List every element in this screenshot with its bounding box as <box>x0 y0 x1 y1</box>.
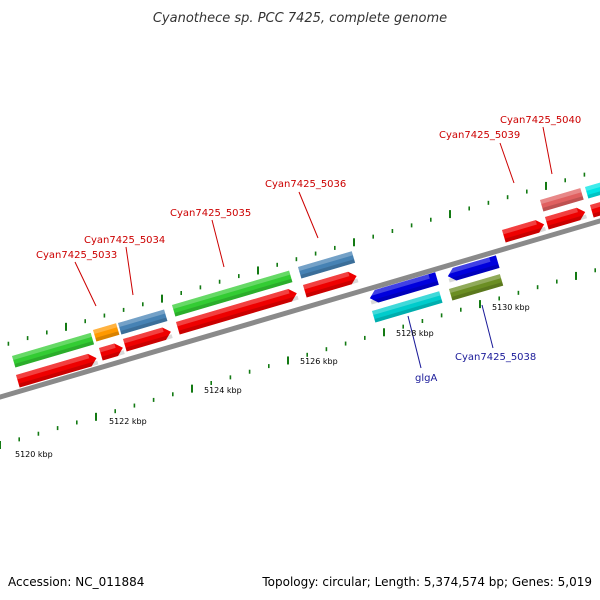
label-leaders <box>74 126 553 369</box>
feature-cog-5037 <box>298 251 356 279</box>
feature-cds-forward <box>303 271 359 298</box>
gene-labels: Cyan7425_5033 Cyan7425_5034 Cyan7425_503… <box>36 115 581 384</box>
scale-label: 5120 kbp <box>15 450 53 459</box>
feature-cds-forward <box>502 220 546 243</box>
feature-cog-5038 <box>449 274 504 301</box>
feature-cog-5035 <box>118 309 168 335</box>
leader-line <box>407 315 422 369</box>
feature-cds-forward <box>99 343 125 361</box>
accession-text: Accession: NC_011884 <box>8 575 144 589</box>
feature-cds-forward <box>16 353 99 388</box>
feature-cog-5040 <box>585 178 600 199</box>
scale-label: 5130 kbp <box>492 303 530 312</box>
leader-line <box>481 304 494 349</box>
feature-cog-5039 <box>540 188 584 212</box>
gene-label-cyan7425-5035: Cyan7425_5035 <box>170 208 251 219</box>
leader-line <box>125 246 134 296</box>
leader-line <box>211 219 225 268</box>
scale-label: 5122 kbp <box>109 417 147 426</box>
scale-label: 5124 kbp <box>204 386 242 395</box>
gene-label-cyan7425-5039: Cyan7425_5039 <box>439 130 520 141</box>
feature-cog-glgA <box>372 291 443 323</box>
map-title: Cyanothece sp. PCC 7425, complete genome <box>153 11 447 26</box>
feature-cds-reverse <box>368 272 439 305</box>
scale-label: 5126 kbp <box>300 357 338 366</box>
feature-cog-5036 <box>172 270 293 317</box>
gene-label-cyan7425-5038: Cyan7425_5038 <box>455 352 536 363</box>
genome-backbone <box>0 218 600 400</box>
gene-label-cyan7425-5036: Cyan7425_5036 <box>265 179 346 190</box>
feature-cds-reverse <box>446 255 500 283</box>
feature-track <box>12 178 600 388</box>
gene-label-cyan7425-5033: Cyan7425_5033 <box>36 250 117 261</box>
feature-cds-forward <box>123 327 173 352</box>
gene-label-cyan7425-5040: Cyan7425_5040 <box>500 115 581 126</box>
feature-cds-forward <box>545 207 588 230</box>
scale-labels: 5120 kbp 5122 kbp 5124 kbp 5126 kbp 5128… <box>15 303 530 459</box>
leader-line <box>74 261 97 307</box>
tick-marks <box>0 172 597 449</box>
gene-label-cyan7425-5034: Cyan7425_5034 <box>84 235 165 246</box>
feature-cog-5033 <box>12 332 95 368</box>
feature-cds-forward <box>590 201 600 218</box>
leader-line <box>542 126 553 175</box>
leader-line <box>499 142 515 184</box>
scale-label: 5128 kbp <box>396 329 434 338</box>
gene-label-glga: glgA <box>415 373 437 384</box>
genome-summary-text: Topology: circular; Length: 5,374,574 bp… <box>261 575 592 589</box>
leader-line <box>298 191 319 239</box>
feature-cds-forward <box>176 289 299 335</box>
feature-cog-5034 <box>93 323 120 342</box>
